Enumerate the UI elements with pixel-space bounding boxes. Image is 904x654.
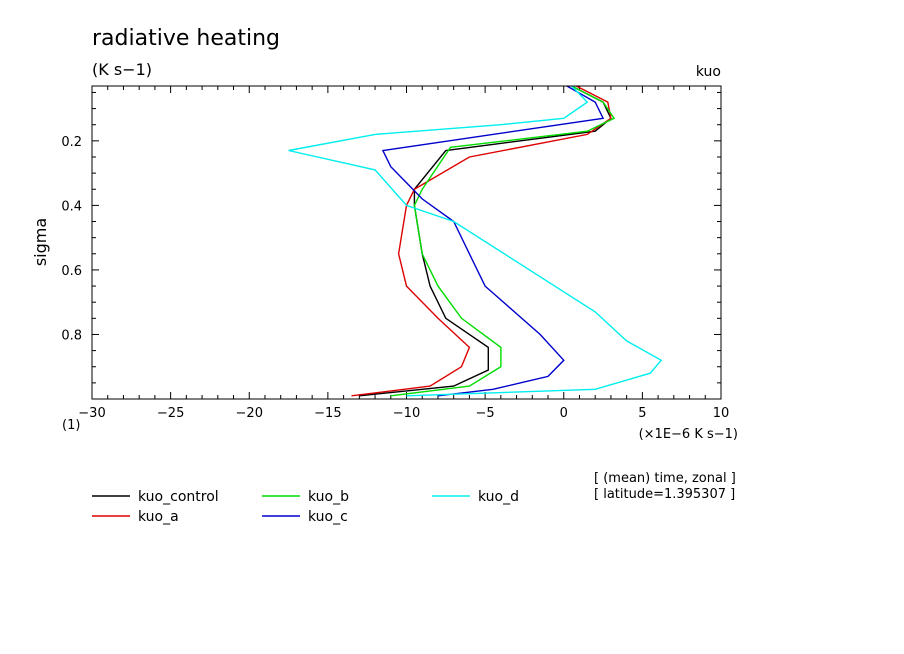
- series-line-kuo_c: [381, 86, 605, 397]
- x-tick-labels: −30 −25 −20 −15 −10 −5 0 5 10: [78, 406, 729, 421]
- plot-series: [288, 86, 663, 397]
- legend-label-kuo_c: kuo_c: [308, 509, 348, 525]
- legend-label-kuo_d: kuo_d: [478, 489, 519, 505]
- x-tick-label: −30: [78, 406, 105, 421]
- y-tick-label: 0.4: [61, 199, 82, 214]
- y-tick-labels: 0.2 0.4 0.6 0.8: [61, 135, 82, 344]
- x-axis-label: (×1E−6 K s−1): [639, 427, 738, 442]
- x-tick-label: −15: [314, 406, 341, 421]
- chart-title: radiative heating: [92, 26, 280, 51]
- legend-label-kuo_b: kuo_b: [308, 489, 349, 505]
- y-tick-label: 0.2: [61, 135, 82, 150]
- y-tick-label: 0.6: [61, 264, 82, 279]
- axis-ticks: [91, 86, 722, 399]
- units-label: (K s−1): [92, 60, 152, 79]
- legend: kuo_control kuo_a kuo_b kuo_c kuo_d: [92, 489, 519, 525]
- x-tick-label: −10: [393, 406, 420, 421]
- legend-label-kuo_a: kuo_a: [138, 509, 179, 525]
- y-tick-label: 0.8: [61, 328, 82, 343]
- corner-index: (1): [62, 418, 80, 433]
- corner-label: kuo: [696, 64, 721, 80]
- info-time-zonal: [ (mean) time, zonal ]: [594, 471, 736, 486]
- series-line-kuo_b: [390, 86, 616, 397]
- plot-frame: [91, 85, 722, 400]
- x-tick-label: −25: [157, 406, 184, 421]
- x-tick-label: −5: [476, 406, 495, 421]
- x-tick-label: 0: [560, 406, 568, 421]
- series-line-kuo_d: [288, 86, 663, 397]
- x-tick-label: 5: [638, 406, 646, 421]
- legend-label-kuo_control: kuo_control: [138, 489, 219, 505]
- info-latitude: [ latitude=1.395307 ]: [594, 487, 735, 502]
- x-tick-label: −20: [236, 406, 263, 421]
- y-axis-label: sigma: [31, 218, 50, 266]
- x-tick-label: 10: [713, 406, 730, 421]
